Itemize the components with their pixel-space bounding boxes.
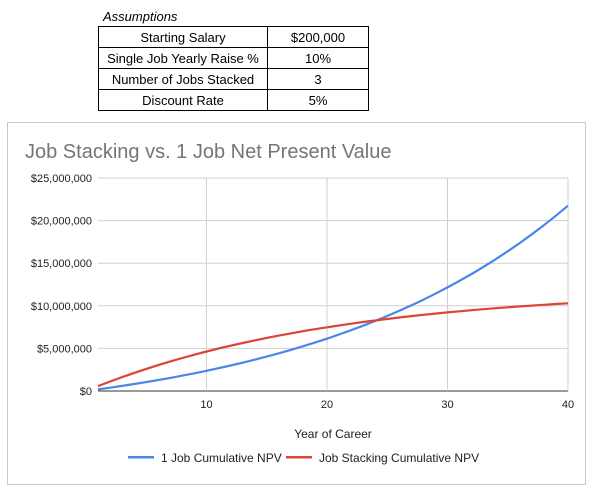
y-tick-label: $10,000,000 — [31, 301, 92, 313]
y-tick-label: $20,000,000 — [31, 216, 92, 228]
assumptions-table: Starting Salary $200,000 Single Job Year… — [98, 26, 369, 111]
x-tick-label: 40 — [562, 399, 574, 411]
series-lines — [97, 204, 569, 391]
assumptions-heading: Assumptions — [103, 9, 178, 24]
line-chart: Job Stacking vs. 1 Job Net Present Value… — [25, 141, 574, 465]
legend: 1 Job Cumulative NPV Job Stacking Cumula… — [128, 451, 479, 465]
grid-lines — [98, 177, 569, 392]
legend-label-1: 1 Job Cumulative NPV — [161, 451, 282, 465]
y-tick-label: $15,000,000 — [31, 258, 92, 270]
x-axis-label: Year of Career — [294, 427, 372, 441]
chart-title: Job Stacking vs. 1 Job Net Present Value — [25, 141, 392, 163]
x-tick-label: 10 — [200, 399, 212, 411]
legend-swatch-2 — [286, 456, 312, 459]
chart-container[interactable]: Job Stacking vs. 1 Job Net Present Value… — [7, 122, 586, 485]
legend-label-2: Job Stacking Cumulative NPV — [319, 451, 479, 465]
y-tick-label: $25,000,000 — [31, 173, 92, 185]
x-tick-label: 20 — [321, 399, 333, 411]
assumption-label[interactable]: Discount Rate — [98, 89, 268, 111]
assumption-value[interactable]: 10% — [267, 47, 369, 69]
table-row: Single Job Yearly Raise % 10% — [98, 47, 369, 69]
series-line-1 — [97, 204, 569, 391]
assumption-value[interactable]: 5% — [267, 89, 369, 111]
table-row: Discount Rate 5% — [98, 89, 369, 111]
assumption-value[interactable]: $200,000 — [267, 26, 369, 48]
series-line-2 — [97, 302, 569, 388]
assumption-label[interactable]: Starting Salary — [98, 26, 268, 48]
x-axis-ticks: 10 20 30 40 — [200, 399, 574, 411]
x-tick-label: 30 — [441, 399, 453, 411]
y-tick-label: $0 — [80, 386, 92, 398]
table-row: Number of Jobs Stacked 3 — [98, 68, 369, 90]
assumption-label[interactable]: Number of Jobs Stacked — [98, 68, 268, 90]
y-tick-label: $5,000,000 — [37, 343, 92, 355]
y-axis-ticks: $0 $5,000,000 $10,000,000 $15,000,000 $20,00… — [31, 173, 92, 398]
table-row: Starting Salary $200,000 — [98, 26, 369, 48]
assumption-value[interactable]: 3 — [267, 68, 369, 90]
legend-swatch-1 — [128, 456, 154, 459]
assumption-label[interactable]: Single Job Yearly Raise % — [98, 47, 268, 69]
